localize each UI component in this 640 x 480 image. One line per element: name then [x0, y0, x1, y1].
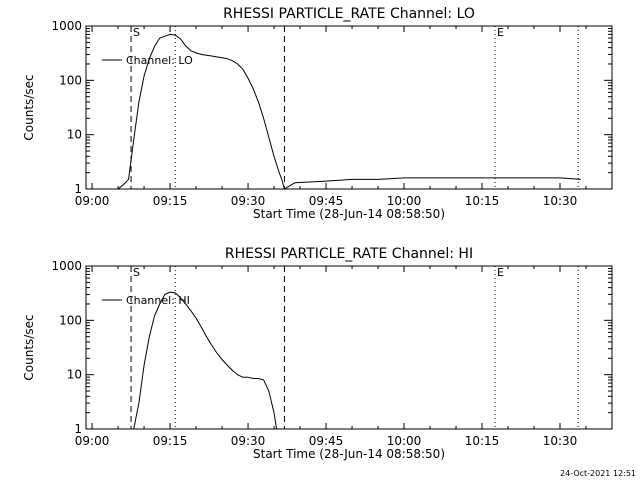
x-tick-label: 09:30	[231, 194, 266, 208]
legend-label: Channel: LO	[126, 54, 193, 67]
x-tick-label: 09:00	[75, 194, 110, 208]
chart-title: RHESSI PARTICLE_RATE Channel: LO	[223, 6, 475, 22]
x-axis-label: Start Time (28-Jun-14 08:58:50)	[253, 207, 445, 221]
time-marker-label: S	[133, 26, 140, 39]
chart-panel-1: RHESSI PARTICLE_RATE Channel: LO 09:00 09:…	[22, 6, 613, 221]
y-tick-label: 1	[74, 182, 82, 196]
plot-frame	[85, 25, 613, 190]
x-tick-label: 10:15	[465, 434, 500, 448]
chart-panel-2: RHESSI PARTICLE_RATE Channel: HI 09:00 09:…	[22, 246, 613, 461]
x-tick-label: 10:30	[543, 434, 578, 448]
y-tick-label: 1	[74, 422, 82, 436]
y-tick-label: 10	[67, 128, 82, 142]
x-tick-label: 10:00	[387, 434, 422, 448]
time-marker-label: S	[133, 266, 140, 279]
series-line	[86, 33, 581, 190]
time-marker-label: E	[497, 26, 504, 39]
y-tick-label: 100	[59, 73, 82, 87]
y-tick-label: 100	[59, 313, 82, 327]
x-tick-label: 09:30	[231, 434, 266, 448]
x-tick-label: 09:15	[153, 194, 188, 208]
plot-timestamp: 24-Oct-2021 12:51	[560, 469, 636, 478]
x-tick-label: 09:15	[153, 434, 188, 448]
y-tick-label: 1000	[51, 19, 82, 33]
x-tick-label: 09:00	[75, 434, 110, 448]
y-axis-label: Counts/sec	[22, 74, 36, 140]
x-tick-label: 09:45	[309, 194, 344, 208]
chart-title: RHESSI PARTICLE_RATE Channel: HI	[225, 246, 473, 262]
y-axis-label: Counts/sec	[22, 314, 36, 380]
x-tick-label: 10:30	[543, 194, 578, 208]
plot-frame	[85, 265, 613, 430]
legend-label: Channel: HI	[126, 294, 190, 307]
series-line	[133, 291, 278, 430]
x-tick-label: 09:45	[309, 434, 344, 448]
x-tick-label: 10:15	[465, 194, 500, 208]
y-tick-label: 1000	[51, 259, 82, 273]
y-tick-label: 10	[67, 368, 82, 382]
x-tick-label: 10:00	[387, 194, 422, 208]
time-marker-label: E	[497, 266, 504, 279]
x-axis-label: Start Time (28-Jun-14 08:58:50)	[253, 447, 445, 461]
